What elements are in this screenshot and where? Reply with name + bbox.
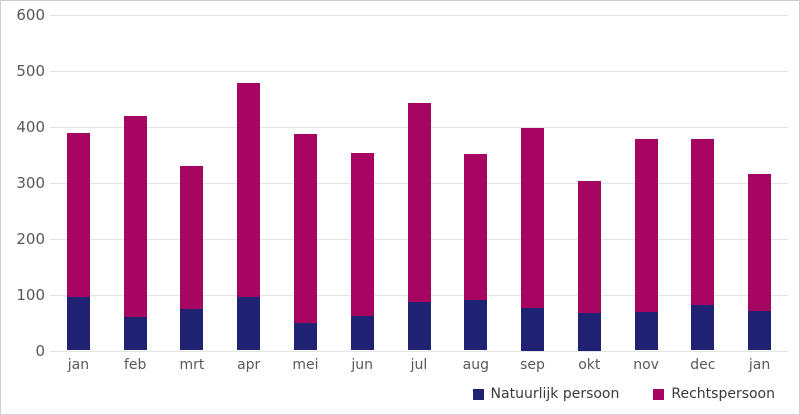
x-axis-label-0-jan: jan [67,357,90,373]
y-axis-label-0: 0 [35,341,45,360]
bar-segment-natuurlijk-persoon-mei [294,323,317,351]
x-axis-label-3-apr: apr [237,357,261,373]
x-axis-label-5-jun: jun [351,357,373,373]
bar-segment-natuurlijk-persoon-apr [237,297,261,351]
bar-segment-rechtspersoon-jun [350,152,374,316]
legend: Natuurlijk persoon Rechtspersoon [472,386,775,402]
y-axis-label-500: 500 [16,61,45,80]
bar-segment-rechtspersoon-feb [123,116,147,317]
bar-segment-rechtspersoon-jan [66,133,90,298]
bar-segment-natuurlijk-persoon-jan [66,297,90,351]
bar-segment-natuurlijk-persoon-jun [350,315,374,351]
x-axis-label-12-jan: jan [748,357,771,373]
bar-segment-natuurlijk-persoon-dec [691,304,715,351]
x-axis-label-7-aug: aug [462,357,489,373]
gridline-0 [50,350,788,352]
legend-swatch-rechtspersoon [653,388,665,400]
y-axis-label-100: 100 [16,285,45,304]
bar-segment-natuurlijk-persoon-mrt [180,309,204,351]
bar-segment-rechtspersoon-jul [407,103,431,303]
gridline-600 [50,15,788,16]
bar-segment-natuurlijk-persoon-sep [521,308,544,351]
bar-segment-rechtspersoon-okt [577,180,601,313]
legend-swatch-natuurlijk-persoon [472,388,484,400]
x-axis-label-6-jul: jul [410,357,428,373]
bar-segment-natuurlijk-persoon-feb [123,316,147,351]
y-axis-label-300: 300 [16,173,45,192]
legend-label-natuurlijk-persoon: Natuurlijk persoon [490,386,620,402]
legend-item-rechtspersoon: Rechtspersoon [653,386,775,402]
legend-label-rechtspersoon: Rechtspersoon [671,386,775,402]
gridline-500 [50,70,788,72]
bar-segment-rechtspersoon-dec [691,138,715,305]
bar-segment-rechtspersoon-apr [237,82,261,298]
legend-item-natuurlijk-persoon: Natuurlijk persoon [472,386,620,402]
bar-segment-rechtspersoon-mrt [180,166,204,310]
x-axis-label-8-sep: sep [520,357,545,373]
y-axis-label-600: 600 [16,6,45,24]
x-axis-label-4-mei: mei [292,357,319,373]
x-axis-label-11-dec: dec [690,357,716,373]
bar-segment-natuurlijk-persoon-jul [407,302,431,351]
bar-segment-natuurlijk-persoon-jan [748,310,772,351]
bar-segment-natuurlijk-persoon-nov [634,311,658,351]
bar-segment-rechtspersoon-mei [294,133,317,324]
bar-segment-rechtspersoon-nov [634,139,658,312]
bar-segment-rechtspersoon-aug [464,153,488,301]
bar-segment-natuurlijk-persoon-aug [464,300,488,351]
x-axis-label-2-mrt: mrt [179,357,205,373]
bar-segment-rechtspersoon-jan [748,173,772,311]
x-axis-label-10-nov: nov [633,357,659,373]
y-axis-label-200: 200 [16,229,45,248]
x-axis-label-1-feb: feb [123,357,147,373]
bar-segment-rechtspersoon-sep [521,128,544,309]
y-axis-label-400: 400 [16,117,45,136]
x-axis-label-9-okt: okt [578,357,601,373]
bar-segment-natuurlijk-persoon-okt [577,313,601,351]
